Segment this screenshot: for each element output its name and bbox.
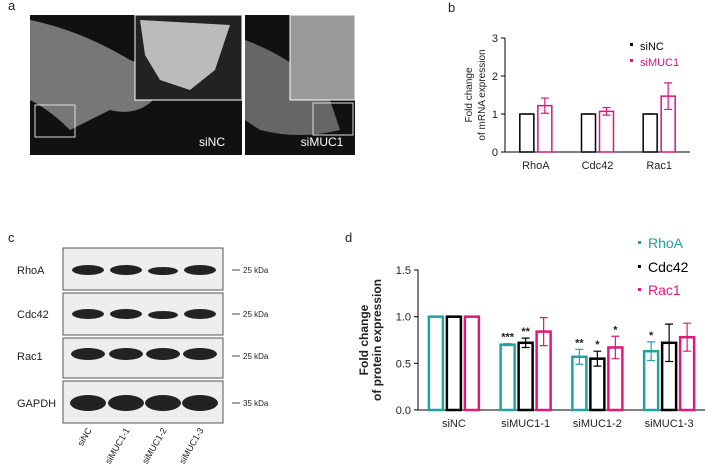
roi — [34, 104, 76, 138]
legend-marker — [630, 59, 633, 62]
y-tick-label: 0.5 — [396, 358, 411, 370]
micrograph-panel: siNC siMUC1 — [30, 14, 356, 155]
error-bar — [664, 82, 673, 111]
cell — [140, 20, 230, 90]
significance: ** — [521, 326, 530, 338]
legend-marker — [630, 43, 633, 46]
lane-label: siMUC1-3 — [177, 426, 206, 464]
bar — [517, 341, 534, 412]
lane-label: siMUC1-1 — [103, 426, 132, 464]
legend-label: Cdc42 — [648, 259, 689, 275]
error-bar — [683, 322, 692, 352]
bar — [499, 343, 516, 412]
bar — [463, 315, 481, 412]
inset — [289, 14, 356, 101]
error-bar — [503, 343, 512, 347]
marker-label: 25 kDa — [243, 266, 269, 275]
legend-label: siMUC1 — [640, 57, 679, 69]
roi — [312, 102, 354, 136]
y-axis-label: Fold change — [464, 67, 475, 122]
y-axis-label: Fold change — [357, 304, 371, 375]
lane-label: siMUC1-2 — [140, 426, 169, 464]
error-bar — [539, 317, 548, 347]
x-tick-label: RhoA — [522, 160, 550, 172]
bands — [70, 265, 218, 411]
lane-label: siNC — [75, 426, 94, 448]
panel-label: a — [8, 0, 16, 13]
marker-label: 25 kDa — [243, 310, 269, 319]
legend-marker — [638, 265, 641, 268]
bar — [642, 113, 658, 153]
legend-label: Rac1 — [648, 282, 681, 298]
micrograph-label: siMUC1 — [301, 135, 344, 149]
panel-label: c — [8, 230, 15, 245]
bar — [598, 110, 615, 153]
micrograph-label: siNC — [199, 135, 225, 149]
y-tick-label: 1 — [492, 109, 498, 121]
protein-label: GAPDH — [17, 398, 56, 410]
error-bar — [611, 335, 620, 360]
y-tick-label: 3 — [492, 33, 498, 45]
y-axis-label: of protein expression — [370, 279, 384, 401]
legend-marker — [638, 288, 641, 291]
panel-label: d — [345, 230, 352, 245]
y-tick-label: 2 — [492, 71, 498, 83]
significance: * — [595, 339, 600, 351]
protein-label: RhoA — [17, 265, 45, 277]
error-bar — [665, 323, 674, 363]
error-bar — [521, 337, 530, 349]
x-tick-label: siMUC1-2 — [573, 418, 622, 430]
marker-label: 25 kDa — [243, 352, 269, 361]
legend-marker — [638, 241, 641, 244]
error-bar — [602, 106, 611, 116]
x-tick-label: siNC — [442, 418, 466, 430]
x-tick-label: Cdc42 — [582, 160, 614, 172]
legend-label: siNC — [640, 41, 664, 53]
x-tick-label: siMUC1-3 — [645, 418, 694, 430]
bar — [427, 315, 445, 412]
y-tick-label: 1.0 — [396, 312, 411, 324]
marker-label: 35 kDa — [243, 399, 269, 408]
error-bar — [575, 348, 584, 365]
bar — [580, 113, 597, 153]
error-bar — [593, 350, 602, 367]
bar — [445, 315, 463, 412]
protein-label: Cdc42 — [17, 309, 49, 321]
y-tick-label: 1.5 — [396, 265, 411, 277]
legend-label: RhoA — [648, 235, 684, 251]
significance: ** — [575, 337, 584, 349]
significance: *** — [501, 332, 515, 344]
x-tick-label: Rac1 — [646, 160, 672, 172]
panel-label: b — [448, 0, 455, 15]
significance: * — [613, 324, 618, 336]
blot-panel — [62, 247, 224, 424]
error-bar — [647, 341, 656, 362]
significance: * — [649, 330, 654, 342]
bar — [519, 113, 535, 153]
y-tick-label: 0.0 — [396, 405, 411, 417]
y-axis-label: of mRNA expression — [477, 49, 488, 140]
cell — [30, 20, 170, 130]
y-tick-label: 0 — [492, 147, 498, 159]
x-tick-label: siMUC1-1 — [501, 418, 550, 430]
error-bar — [540, 97, 549, 114]
protein-label: Rac1 — [17, 351, 43, 363]
